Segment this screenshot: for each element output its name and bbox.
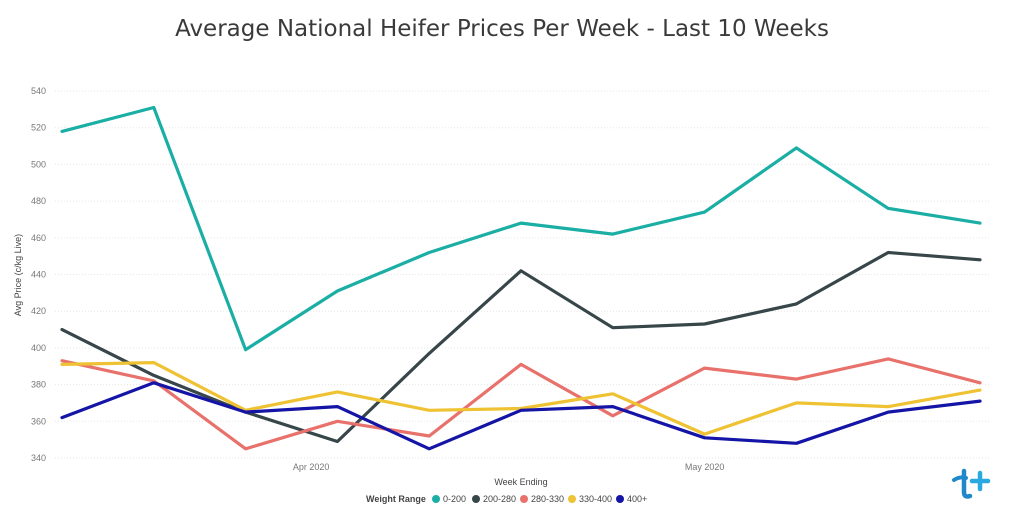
legend-marker: [520, 495, 528, 503]
legend-marker: [432, 495, 440, 503]
series-line-200-280[interactable]: [60, 250, 982, 444]
series-line-330-400[interactable]: [60, 361, 982, 436]
y-tick-label: 520: [31, 123, 46, 133]
brand-logo-icon: [952, 468, 991, 499]
x-tick-label: Apr 2020: [293, 462, 330, 472]
chart-title: Average National Heifer Prices Per Week …: [175, 16, 829, 42]
series-line-280-330[interactable]: [60, 357, 982, 451]
legend-item-label[interactable]: 200-280: [483, 494, 516, 504]
y-tick-label: 340: [31, 453, 46, 463]
x-axis-ticks: Apr 2020 May 2020: [293, 462, 724, 472]
y-tick-label: 380: [31, 380, 46, 390]
y-tick-label: 480: [31, 196, 46, 206]
series-line-0-200[interactable]: [60, 105, 982, 352]
x-axis-title: Week Ending: [494, 477, 547, 487]
y-tick-label: 500: [31, 159, 46, 169]
legend-marker: [568, 495, 576, 503]
y-axis-ticks: 340 360 380 400 420 440 460 480 500 520 540: [31, 86, 46, 463]
series-line-400-plus[interactable]: [60, 381, 982, 451]
y-tick-label: 360: [31, 416, 46, 426]
y-tick-label: 400: [31, 343, 46, 353]
y-tick-label: 540: [31, 86, 46, 96]
legend-item-label[interactable]: 280-330: [531, 494, 564, 504]
y-tick-label: 420: [31, 306, 46, 316]
series-lines: [60, 105, 982, 451]
legend-item-label[interactable]: 330-400: [579, 494, 612, 504]
y-axis-title: Avg Price (c/kg Live): [13, 234, 23, 316]
legend-item-label[interactable]: 0-200: [443, 494, 466, 504]
legend[interactable]: Weight Range 0-200 200-280 280-330 330-400 4…: [366, 494, 647, 504]
x-tick-label: May 2020: [685, 462, 725, 472]
legend-title: Weight Range: [366, 494, 426, 504]
legend-item-label[interactable]: 400+: [627, 494, 647, 504]
y-tick-label: 440: [31, 270, 46, 280]
legend-marker: [472, 495, 480, 503]
legend-marker: [616, 495, 624, 503]
y-tick-label: 460: [31, 233, 46, 243]
